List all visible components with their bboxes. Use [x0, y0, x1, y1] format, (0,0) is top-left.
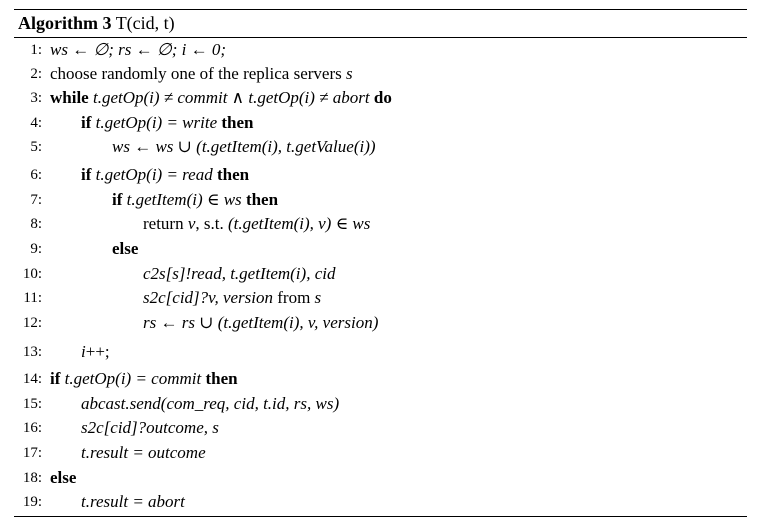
line-number: 19:: [22, 494, 42, 510]
code-text: ++;: [85, 342, 110, 361]
math-expression: t.result = abort: [81, 492, 185, 511]
line-code: ws ← ∅; rs ← ∅; i ← 0;: [50, 39, 226, 61]
top-rule: [14, 9, 747, 10]
line-code: abcast.send(com_req, cid, t.id, rs, ws): [81, 393, 339, 415]
line-code: while t.getOp(i) ≠ commit ∧ t.getOp(i) ≠…: [50, 87, 392, 109]
algorithm-label: Algorithm 3: [18, 13, 112, 33]
line-number: 10:: [22, 266, 42, 282]
math-expression: t.result = outcome: [81, 443, 206, 462]
code-text: return: [143, 214, 188, 233]
line-number: 9:: [30, 241, 42, 257]
line-number: 14:: [22, 371, 42, 387]
math-expression: s: [314, 288, 322, 307]
math-expression: (t.getItem(i), v) ∈ ws: [227, 214, 371, 233]
line-code: if t.getOp(i) = write then: [81, 112, 254, 134]
line-code: s2c[cid]?outcome, s: [81, 417, 219, 439]
line-number: 17:: [22, 445, 42, 461]
math-expression: v: [187, 214, 196, 233]
math-expression: t.getOp(i) = write: [91, 113, 222, 132]
math-expression: abcast.send(com_req, cid, t.id, rs, ws): [81, 394, 340, 413]
math-expression: t.getOp(i) = commit: [60, 369, 206, 388]
line-number: 5:: [30, 139, 42, 155]
line-number: 18:: [22, 470, 42, 486]
line-number: 16:: [22, 420, 42, 436]
keyword: if: [81, 165, 92, 184]
math-expression: ws ← ∅; rs ← ∅; i ← 0;: [50, 40, 227, 59]
line-code: return v, s.t. (t.getItem(i), v) ∈ ws: [143, 213, 370, 235]
keyword: then: [205, 369, 238, 388]
math-expression: ws ← ws ∪ (t.getItem(i), t.getValue(i)): [112, 137, 376, 156]
line-number: 15:: [22, 396, 42, 412]
keyword: do: [373, 88, 392, 107]
line-number: 7:: [30, 192, 42, 208]
line-code: t.result = abort: [81, 491, 185, 513]
math-expression: c2s[s]!read, t.getItem(i), cid: [143, 264, 336, 283]
code-text: choose randomly one of the replica serve…: [50, 64, 346, 83]
keyword: else: [50, 468, 77, 487]
math-expression: i: [81, 342, 86, 361]
math-expression: s2c[cid]?v, version: [143, 288, 273, 307]
keyword: then: [245, 190, 279, 209]
math-expression: t.getOp(i) = read: [91, 165, 217, 184]
keyword: if: [81, 113, 92, 132]
line-number: 3:: [30, 90, 42, 106]
keyword: if: [50, 369, 61, 388]
math-expression: t.getOp(i) ≠ commit ∧ t.getOp(i) ≠ abort: [88, 88, 374, 107]
math-expression: s2c[cid]?outcome, s: [81, 418, 219, 437]
line-code: if t.getItem(i) ∈ ws then: [112, 189, 278, 211]
line-number: 4:: [30, 115, 42, 131]
line-code: s2c[cid]?v, version from s: [143, 287, 321, 309]
code-text: , s.t.: [195, 214, 228, 233]
line-code: t.result = outcome: [81, 442, 206, 464]
algorithm-title: T(cid, t): [115, 13, 175, 33]
math-expression: t.getItem(i) ∈ ws: [122, 190, 246, 209]
algorithm-box: Algorithm 3 T(cid, t) 1: ws ← ∅; rs ← ∅; …: [14, 9, 747, 517]
line-number: 1:: [30, 42, 42, 58]
math-expression: rs ← rs ∪ (t.getItem(i), v, version): [143, 313, 379, 332]
line-code: c2s[s]!read, t.getItem(i), cid: [143, 263, 335, 285]
line-number: 6:: [30, 167, 42, 183]
line-number: 11:: [23, 290, 42, 306]
algorithm-caption: Algorithm 3 T(cid, t): [18, 12, 175, 34]
keyword: else: [112, 239, 139, 258]
line-code: choose randomly one of the replica serve…: [50, 63, 353, 85]
math-expression: s: [345, 64, 353, 83]
code-text: from: [273, 288, 315, 307]
line-code: if t.getOp(i) = commit then: [50, 368, 238, 390]
line-number: 2:: [30, 66, 42, 82]
line-code: i++;: [81, 341, 110, 363]
line-code: ws ← ws ∪ (t.getItem(i), t.getValue(i)): [112, 136, 376, 158]
line-code: rs ← rs ∪ (t.getItem(i), v, version): [143, 312, 378, 334]
line-code: if t.getOp(i) = read then: [81, 164, 249, 186]
keyword: while: [50, 88, 89, 107]
line-code: else: [50, 467, 76, 489]
line-code: else: [112, 238, 138, 260]
caption-rule: [14, 37, 747, 38]
keyword: if: [112, 190, 123, 209]
keyword: then: [216, 165, 250, 184]
line-number: 12:: [22, 315, 42, 331]
keyword: then: [221, 113, 254, 132]
bottom-rule: [14, 516, 747, 517]
line-number: 8:: [30, 216, 42, 232]
line-number: 13:: [22, 344, 42, 360]
